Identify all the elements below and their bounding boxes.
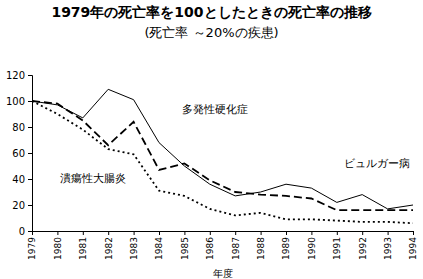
y-tick-mark [28, 179, 32, 180]
x-tick-label: 1983 [129, 237, 139, 260]
x-tick-label: 1991 [332, 237, 342, 260]
y-tick-label: 40 [12, 174, 25, 185]
x-tick-label: 1982 [104, 237, 114, 260]
x-tick-label: 1985 [180, 237, 190, 260]
x-tick: 1982 [104, 231, 114, 260]
x-tick-mark [388, 231, 389, 235]
x-tick-label: 1993 [383, 237, 393, 260]
x-tick: 1984 [154, 231, 164, 260]
x-tick-mark [413, 231, 414, 235]
y-tick-mark [28, 231, 32, 232]
x-tick-mark [337, 231, 338, 235]
x-tick-label: 1994 [408, 237, 418, 260]
x-tick: 1979 [27, 231, 37, 260]
x-tick-label: 1992 [358, 237, 368, 260]
y-tick: 0 [19, 226, 32, 237]
x-axis-title: 年度 [213, 268, 233, 279]
x-tick-label: 1980 [53, 237, 63, 260]
x-tick: 1985 [180, 231, 190, 260]
plot: 0204060801001201979198019811982198319841… [6, 70, 418, 260]
x-tick: 1987 [231, 231, 241, 260]
x-tick-mark [235, 231, 236, 235]
x-tick-mark [83, 231, 84, 235]
x-tick-mark [286, 231, 287, 235]
x-axis: 1979 1980 1981 1982 1983 1984 1985 1986 1987 1988… [27, 231, 418, 260]
y-tick-mark [28, 101, 32, 102]
x-tick-label: 1987 [231, 237, 241, 260]
y-tick-label: 80 [12, 122, 25, 133]
x-tick-mark [362, 231, 363, 235]
series-line [32, 89, 413, 209]
x-tick-label: 1988 [256, 237, 266, 260]
y-tick: 20 [12, 200, 32, 211]
x-tick-mark [184, 231, 185, 235]
x-tick-label: 1981 [78, 237, 88, 260]
x-tick-mark [134, 231, 135, 235]
y-tick: 80 [12, 122, 32, 133]
x-axis-line [33, 232, 414, 236]
y-tick-label: 60 [12, 148, 25, 159]
series-label: 潰瘍性大腸炎 [60, 172, 126, 185]
x-tick: 1986 [205, 231, 215, 260]
y-axis-line [28, 76, 33, 232]
y-tick-label: 20 [12, 200, 25, 211]
x-tick-mark [159, 231, 160, 235]
chart: 1979年の死亡率を100としたときの死亡率の推移 (死亡率 ～20%の疾患) 0 2… [0, 0, 423, 279]
x-tick-label: 1986 [205, 237, 215, 260]
title: 1979年の死亡率を100としたときの死亡率の推移 [51, 4, 371, 20]
y-tick: 60 [12, 148, 32, 159]
series-line [32, 101, 413, 210]
y-tick-mark [28, 127, 32, 128]
x-tick-mark [108, 231, 109, 235]
y-tick: 120 [6, 70, 32, 81]
x-tick: 1992 [358, 231, 368, 260]
x-tick: 1991 [332, 231, 342, 260]
y-tick-mark [28, 75, 32, 76]
x-tick-label: 1989 [281, 237, 291, 260]
y-tick-label: 100 [6, 96, 25, 107]
x-tick: 1993 [383, 231, 393, 260]
x-tick: 1980 [53, 231, 63, 260]
y-tick-label: 120 [6, 70, 25, 81]
x-tick-mark [57, 231, 58, 235]
y-tick-label: 0 [19, 226, 25, 237]
x-tick: 1988 [256, 231, 266, 260]
x-tick-mark [210, 231, 211, 235]
y-tick-mark [28, 153, 32, 154]
subtitle: (死亡率 ～20%の疾患) [144, 25, 278, 40]
y-tick: 100 [6, 96, 32, 107]
x-tick: 1994 [408, 231, 418, 260]
lines [32, 89, 413, 223]
series-label: 多発性硬化症 [182, 103, 248, 116]
x-tick-label: 1990 [307, 237, 317, 260]
x-tick: 1990 [307, 231, 317, 260]
y-tick-mark [28, 205, 32, 206]
x-tick-label: 1979 [27, 237, 37, 260]
x-tick-mark [32, 231, 33, 235]
y-tick: 40 [12, 174, 32, 185]
x-tick-mark [261, 231, 262, 235]
series-line [32, 101, 413, 223]
series-label: ビュルガー病 [344, 157, 410, 170]
y-axis: 0 20 40 60 80 100 120 [6, 70, 33, 237]
x-tick-label: 1984 [154, 237, 164, 260]
x-tick: 1983 [129, 231, 139, 260]
x-tick: 1981 [78, 231, 88, 260]
x-tick: 1989 [281, 231, 291, 260]
x-tick-mark [311, 231, 312, 235]
